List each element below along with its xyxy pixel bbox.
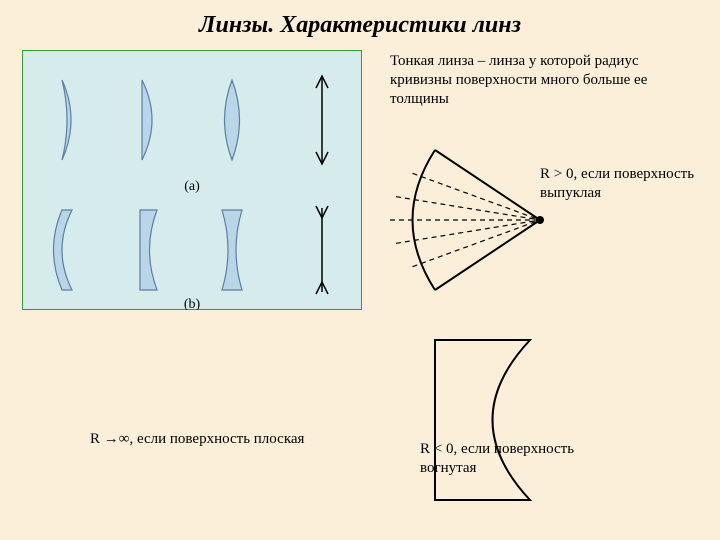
row-a-label: (a) [184,179,200,194]
caption-thin-lens: Тонкая линза – линза у которой радиус кр… [390,52,690,108]
caption-flat: R →∞, если поверхность плоская [90,430,320,449]
caption-concave: R < 0, если поверхность вогнутая [420,440,630,478]
row-b-label: (b) [184,297,201,310]
caption-convex: R > 0, если поверхность выпуклая [540,165,715,203]
page-root: Линзы. Характеристики линз (a) [0,0,720,540]
lens-types-panel: (a) (b) [22,50,362,310]
concave-diagram [415,330,555,510]
page-title: Линзы. Характеристики линз [0,12,720,39]
convex-diagram [390,135,560,305]
